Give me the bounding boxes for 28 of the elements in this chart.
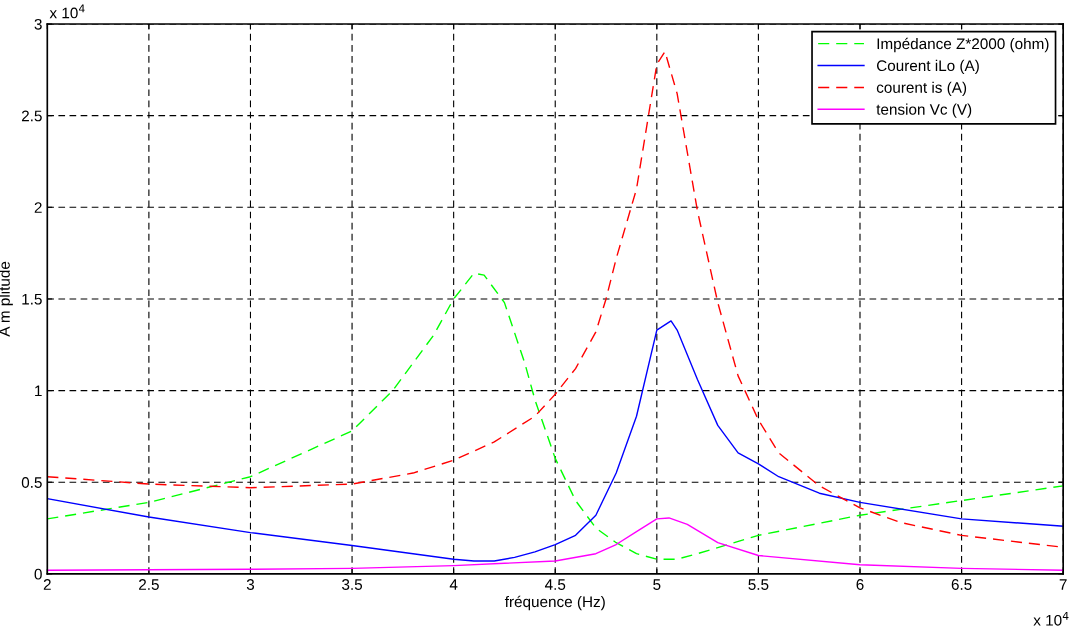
y-tick-label: 1.5: [22, 293, 42, 305]
y-tick-label: 2: [34, 202, 42, 213]
x-tick-label: 2.5: [139, 579, 159, 590]
x-tick-label: 2: [43, 579, 51, 590]
y-tick-label: 0.5: [21, 477, 42, 488]
x-tick-label: 5.5: [748, 579, 769, 590]
legend-label: tension Vc (V): [876, 103, 972, 118]
x-tick-label: 6.5: [951, 579, 972, 590]
x-tick-label: 4.5: [544, 579, 566, 590]
y-tick-label: 3: [34, 18, 42, 30]
x-tick-label: 5: [653, 579, 661, 590]
text: x 10$^{4}$: [1033, 611, 1069, 626]
line-series: [47, 320, 1064, 562]
x-tick-label: 3: [246, 579, 255, 590]
y-tick-label: 1: [35, 385, 42, 397]
y-tick-label: 0: [34, 568, 42, 580]
x-tick-label: 7: [1059, 579, 1067, 590]
x-tick-label: 6: [856, 579, 864, 590]
x-tick-label: 4: [449, 579, 458, 590]
legend-label: Courent iLo (A): [876, 59, 979, 75]
line-series: [47, 517, 1064, 571]
legend-label: Impédance Z*2000 (ohm): [877, 37, 1049, 53]
legend-label: courent is (A): [876, 81, 967, 96]
line-series: [47, 272, 1064, 560]
y-tick-label: 2.5: [21, 110, 42, 122]
text: x 10$^{4}$: [49, 4, 85, 19]
x-tick-label: 3.5: [342, 579, 363, 590]
x-axis-title: fréquence (Hz): [504, 595, 605, 611]
